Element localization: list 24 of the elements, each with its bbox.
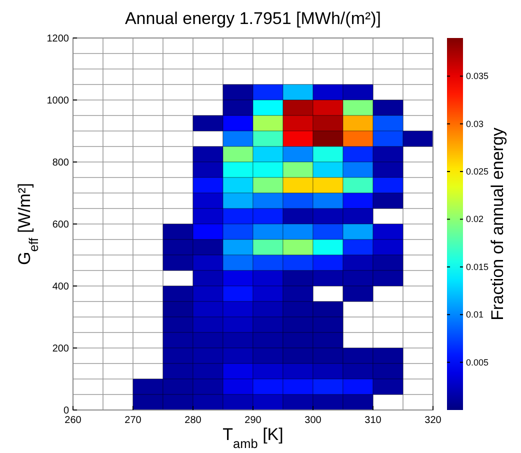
x-tick-label: 320 — [424, 415, 442, 426]
color-bar-label: 0.015 — [466, 262, 489, 272]
x-tick-label: 260 — [64, 415, 82, 426]
x-tick-label: 280 — [184, 415, 202, 426]
x-tick-label: 310 — [364, 415, 382, 426]
color-bar-label: 0.01 — [466, 310, 484, 320]
color-bar-title: Fraction of annual energy — [488, 127, 507, 320]
y-tick-label: 600 — [52, 220, 70, 230]
x-tick-label: 300 — [304, 415, 322, 426]
x-tick-label: 290 — [244, 415, 262, 426]
y-tick-label: 1200 — [46, 34, 70, 44]
chart-title: Annual energy 1.7951 [MWh/(m²)] — [124, 9, 382, 28]
color-bar-label: 0.03 — [466, 118, 484, 129]
y-tick-label: 200 — [52, 344, 70, 354]
color-bar-label: 0.025 — [466, 166, 489, 177]
y-tick-label: 0 — [63, 406, 70, 416]
y-tick-label: 1000 — [46, 96, 70, 106]
color-bar-label: 0.005 — [466, 357, 489, 368]
y-tick-label: 400 — [52, 282, 70, 292]
color-bar-label: 0.02 — [466, 214, 484, 224]
x-tick-label: 270 — [124, 415, 142, 426]
x-axis-title: T$_{amb}$ [K] — [222, 425, 284, 450]
y-tick-label: 800 — [52, 158, 70, 168]
color-bar-label: 0.035 — [466, 71, 489, 82]
